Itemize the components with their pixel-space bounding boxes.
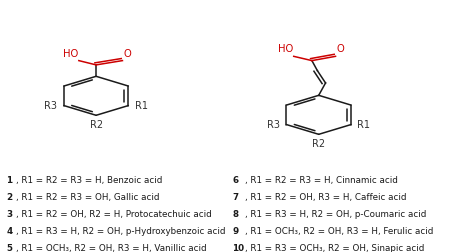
Text: 9: 9 xyxy=(232,227,238,236)
Text: R2: R2 xyxy=(90,120,103,130)
Text: , R1 = R2 = OH, R3 = H, Caffeic acid: , R1 = R2 = OH, R3 = H, Caffeic acid xyxy=(245,193,406,202)
Text: , R1 = R2 = R3 = H, Benzoic acid: , R1 = R2 = R3 = H, Benzoic acid xyxy=(16,176,163,185)
Text: , R1 = OCH₃, R2 = OH, R3 = H, Vanillic acid: , R1 = OCH₃, R2 = OH, R3 = H, Vanillic a… xyxy=(16,244,207,252)
Text: R1: R1 xyxy=(135,101,148,111)
Text: 8: 8 xyxy=(232,210,238,219)
Text: 3: 3 xyxy=(6,210,12,219)
Text: , R1 = R2 = R3 = OH, Gallic acid: , R1 = R2 = R3 = OH, Gallic acid xyxy=(16,193,160,202)
Text: R1: R1 xyxy=(357,119,370,130)
Text: O: O xyxy=(124,49,132,59)
Text: , R1 = R2 = R3 = H, Cinnamic acid: , R1 = R2 = R3 = H, Cinnamic acid xyxy=(245,176,398,185)
Text: 5: 5 xyxy=(6,244,12,252)
Text: R3: R3 xyxy=(45,101,57,111)
Text: 10: 10 xyxy=(232,244,245,252)
Text: 6: 6 xyxy=(232,176,238,185)
Text: HO: HO xyxy=(63,49,78,59)
Text: , R1 = R3 = H, R2 = OH, p-Coumaric acid: , R1 = R3 = H, R2 = OH, p-Coumaric acid xyxy=(245,210,426,219)
Text: 2: 2 xyxy=(6,193,12,202)
Text: O: O xyxy=(337,44,345,54)
Text: , R1 = R2 = OH, R2 = H, Protocatechuic acid: , R1 = R2 = OH, R2 = H, Protocatechuic a… xyxy=(16,210,212,219)
Text: 1: 1 xyxy=(6,176,12,185)
Text: R2: R2 xyxy=(312,139,325,149)
Text: , R1 = R3 = OCH₃, R2 = OH, Sinapic acid: , R1 = R3 = OCH₃, R2 = OH, Sinapic acid xyxy=(245,244,424,252)
Text: 7: 7 xyxy=(232,193,238,202)
Text: , R1 = OCH₃, R2 = OH, R3 = H, Ferulic acid: , R1 = OCH₃, R2 = OH, R3 = H, Ferulic ac… xyxy=(245,227,433,236)
Text: HO: HO xyxy=(278,44,293,54)
Text: R3: R3 xyxy=(267,119,280,130)
Text: 4: 4 xyxy=(6,227,12,236)
Text: , R1 = R3 = H, R2 = OH, p-Hydroxybenzoic acid: , R1 = R3 = H, R2 = OH, p-Hydroxybenzoic… xyxy=(16,227,226,236)
